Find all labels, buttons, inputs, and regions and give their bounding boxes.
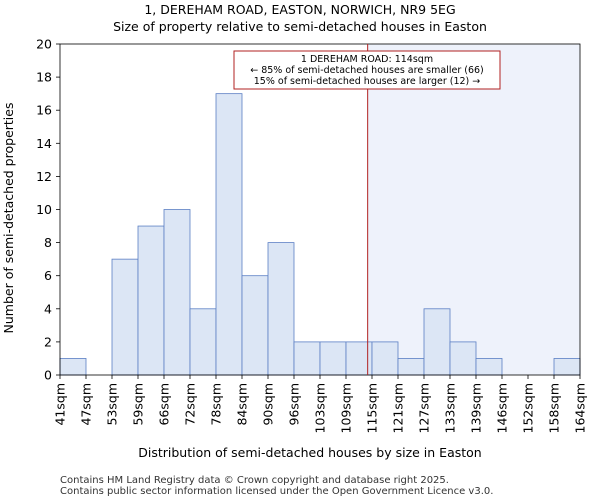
y-tick-label: 14 — [36, 136, 52, 151]
bar-96sqm — [293, 341, 321, 376]
y-tick-label: 0 — [44, 368, 52, 383]
chart-title: 1, DEREHAM ROAD, EASTON, NORWICH, NR9 5E… — [144, 2, 455, 17]
highlight-region — [367, 44, 580, 375]
x-tick-label: 158sqm — [547, 383, 562, 433]
x-axis: 41sqm 47sqm 53sqm 59sqm 66sqm 72sqm 78sqm 84sqm… — [53, 375, 588, 433]
x-tick-label: 133sqm — [443, 383, 458, 433]
x-axis-label: Distribution of semi-detached houses by … — [138, 445, 481, 460]
x-tick-label: 115sqm — [365, 383, 380, 433]
x-tick-label: 109sqm — [339, 383, 354, 433]
x-tick-label: 90sqm — [261, 383, 276, 426]
bar-127sqm — [423, 308, 451, 376]
y-tick-label: 8 — [44, 235, 52, 250]
x-tick-label: 152sqm — [521, 383, 536, 433]
y-tick-label: 16 — [36, 103, 52, 118]
y-axis-label: Number of semi-detached properties — [1, 103, 16, 334]
x-tick-label: 127sqm — [417, 383, 432, 433]
x-tick-label: 121sqm — [391, 383, 406, 433]
bar-41sqm — [59, 358, 87, 376]
y-tick-label: 2 — [44, 334, 52, 349]
annotation-line-2: ← 85% of semi-detached houses are smalle… — [250, 65, 484, 76]
bar-78sqm — [215, 93, 243, 376]
x-tick-label: 164sqm — [573, 383, 588, 433]
plot-frame — [59, 43, 581, 376]
bar-133sqm — [449, 341, 477, 376]
bars-group — [59, 93, 581, 376]
y-tick-label: 12 — [36, 169, 52, 184]
y-tick-label: 4 — [44, 301, 52, 316]
bar-66sqm — [163, 209, 191, 376]
bar-158sqm — [553, 358, 581, 376]
y-axis: 0 2 4 6 8 10 12 14 16 18 20 — [36, 37, 60, 383]
x-tick-label: 47sqm — [79, 383, 94, 426]
x-tick-label: 66sqm — [157, 383, 172, 426]
x-tick-label: 84sqm — [235, 383, 250, 426]
x-tick-label: 53sqm — [105, 383, 120, 426]
x-tick-label: 41sqm — [53, 383, 68, 426]
x-tick-label: 59sqm — [131, 383, 146, 426]
bar-72sqm — [189, 308, 217, 376]
x-tick-label: 78sqm — [209, 383, 224, 426]
x-tick-label: 146sqm — [495, 383, 510, 433]
x-tick-label: 139sqm — [469, 383, 484, 433]
bar-103sqm — [319, 341, 347, 376]
chart-subtitle: Size of property relative to semi-detach… — [113, 19, 487, 34]
annotation-line-3: 15% of semi-detached houses are larger (… — [254, 76, 481, 87]
bar-121sqm — [397, 358, 425, 376]
annotation-box: 1 DEREHAM ROAD: 114sqm ← 85% of semi-det… — [233, 50, 501, 90]
footer-line-1: Contains HM Land Registry data © Crown c… — [60, 475, 449, 486]
y-tick-label: 18 — [36, 70, 52, 85]
x-tick-label: 72sqm — [183, 383, 198, 426]
bar-59sqm — [137, 225, 165, 376]
y-tick-label: 6 — [44, 268, 52, 283]
footer-line-2: Contains public sector information licen… — [60, 486, 493, 497]
bar-53sqm — [111, 258, 139, 376]
x-tick-label: 96sqm — [287, 383, 302, 426]
y-tick-label: 20 — [36, 37, 52, 52]
annotation-line-1: 1 DEREHAM ROAD: 114sqm — [301, 54, 433, 65]
bar-115sqm — [371, 341, 399, 376]
bar-90sqm — [267, 242, 295, 376]
bar-84sqm — [241, 275, 269, 376]
x-tick-label: 103sqm — [313, 383, 328, 433]
y-tick-label: 10 — [36, 202, 52, 217]
bar-139sqm — [475, 358, 503, 376]
